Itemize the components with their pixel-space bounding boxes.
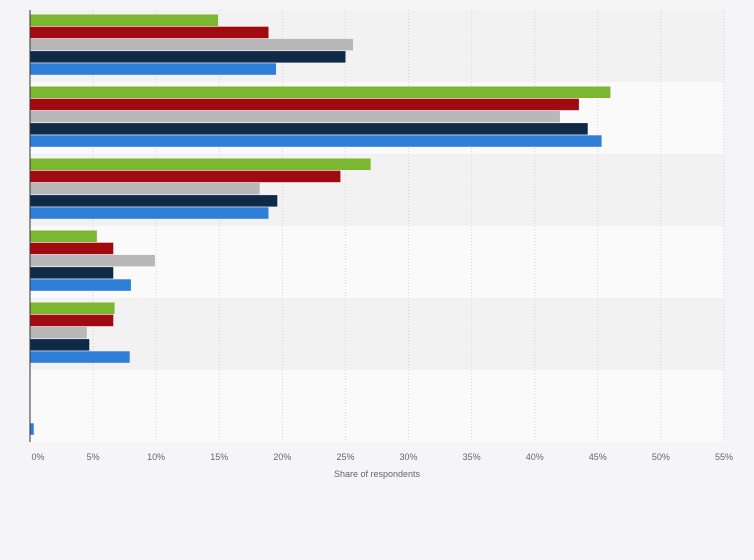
bar — [30, 135, 602, 147]
x-tick-label: 20% — [273, 452, 291, 462]
x-tick-label: 50% — [652, 452, 670, 462]
bar — [30, 86, 611, 98]
bar — [30, 182, 260, 195]
bar — [30, 279, 131, 291]
x-tick-label: 15% — [210, 452, 228, 462]
bar — [30, 158, 371, 170]
bar — [30, 110, 560, 123]
bar — [30, 14, 219, 26]
category-band — [30, 298, 724, 370]
bar — [30, 242, 114, 255]
bar — [30, 51, 346, 63]
bar — [30, 314, 114, 327]
bars — [30, 14, 611, 435]
x-tick-label: 30% — [400, 452, 418, 462]
bar — [30, 195, 278, 207]
bar — [30, 339, 90, 351]
gridlines — [92, 10, 725, 442]
bar — [30, 267, 114, 279]
bar — [30, 38, 354, 51]
x-tick-label: 0% — [31, 452, 44, 462]
bar — [30, 423, 34, 435]
x-tick-label: 25% — [336, 452, 354, 462]
category-band — [30, 370, 724, 442]
bar — [30, 326, 87, 339]
bar — [30, 254, 155, 267]
x-tick-label: 45% — [589, 452, 607, 462]
x-tick-label: 10% — [147, 452, 165, 462]
x-tick-label: 35% — [463, 452, 481, 462]
bar — [30, 207, 269, 219]
x-tick-labels: 0% 5% 10% 15% 20% 25% 30% 35% 40% 45% 50% 55% — [31, 452, 733, 462]
x-tick-label: 5% — [87, 452, 100, 462]
x-tick-label: 55% — [715, 452, 733, 462]
bar — [30, 170, 341, 183]
x-axis-title: Share of respondents — [334, 469, 421, 479]
bar — [30, 302, 115, 314]
bar — [30, 63, 277, 75]
bar — [30, 230, 97, 242]
bar — [30, 351, 130, 363]
x-tick-label: 40% — [526, 452, 544, 462]
bar — [30, 26, 269, 39]
bar — [30, 98, 579, 111]
bar — [30, 123, 588, 135]
